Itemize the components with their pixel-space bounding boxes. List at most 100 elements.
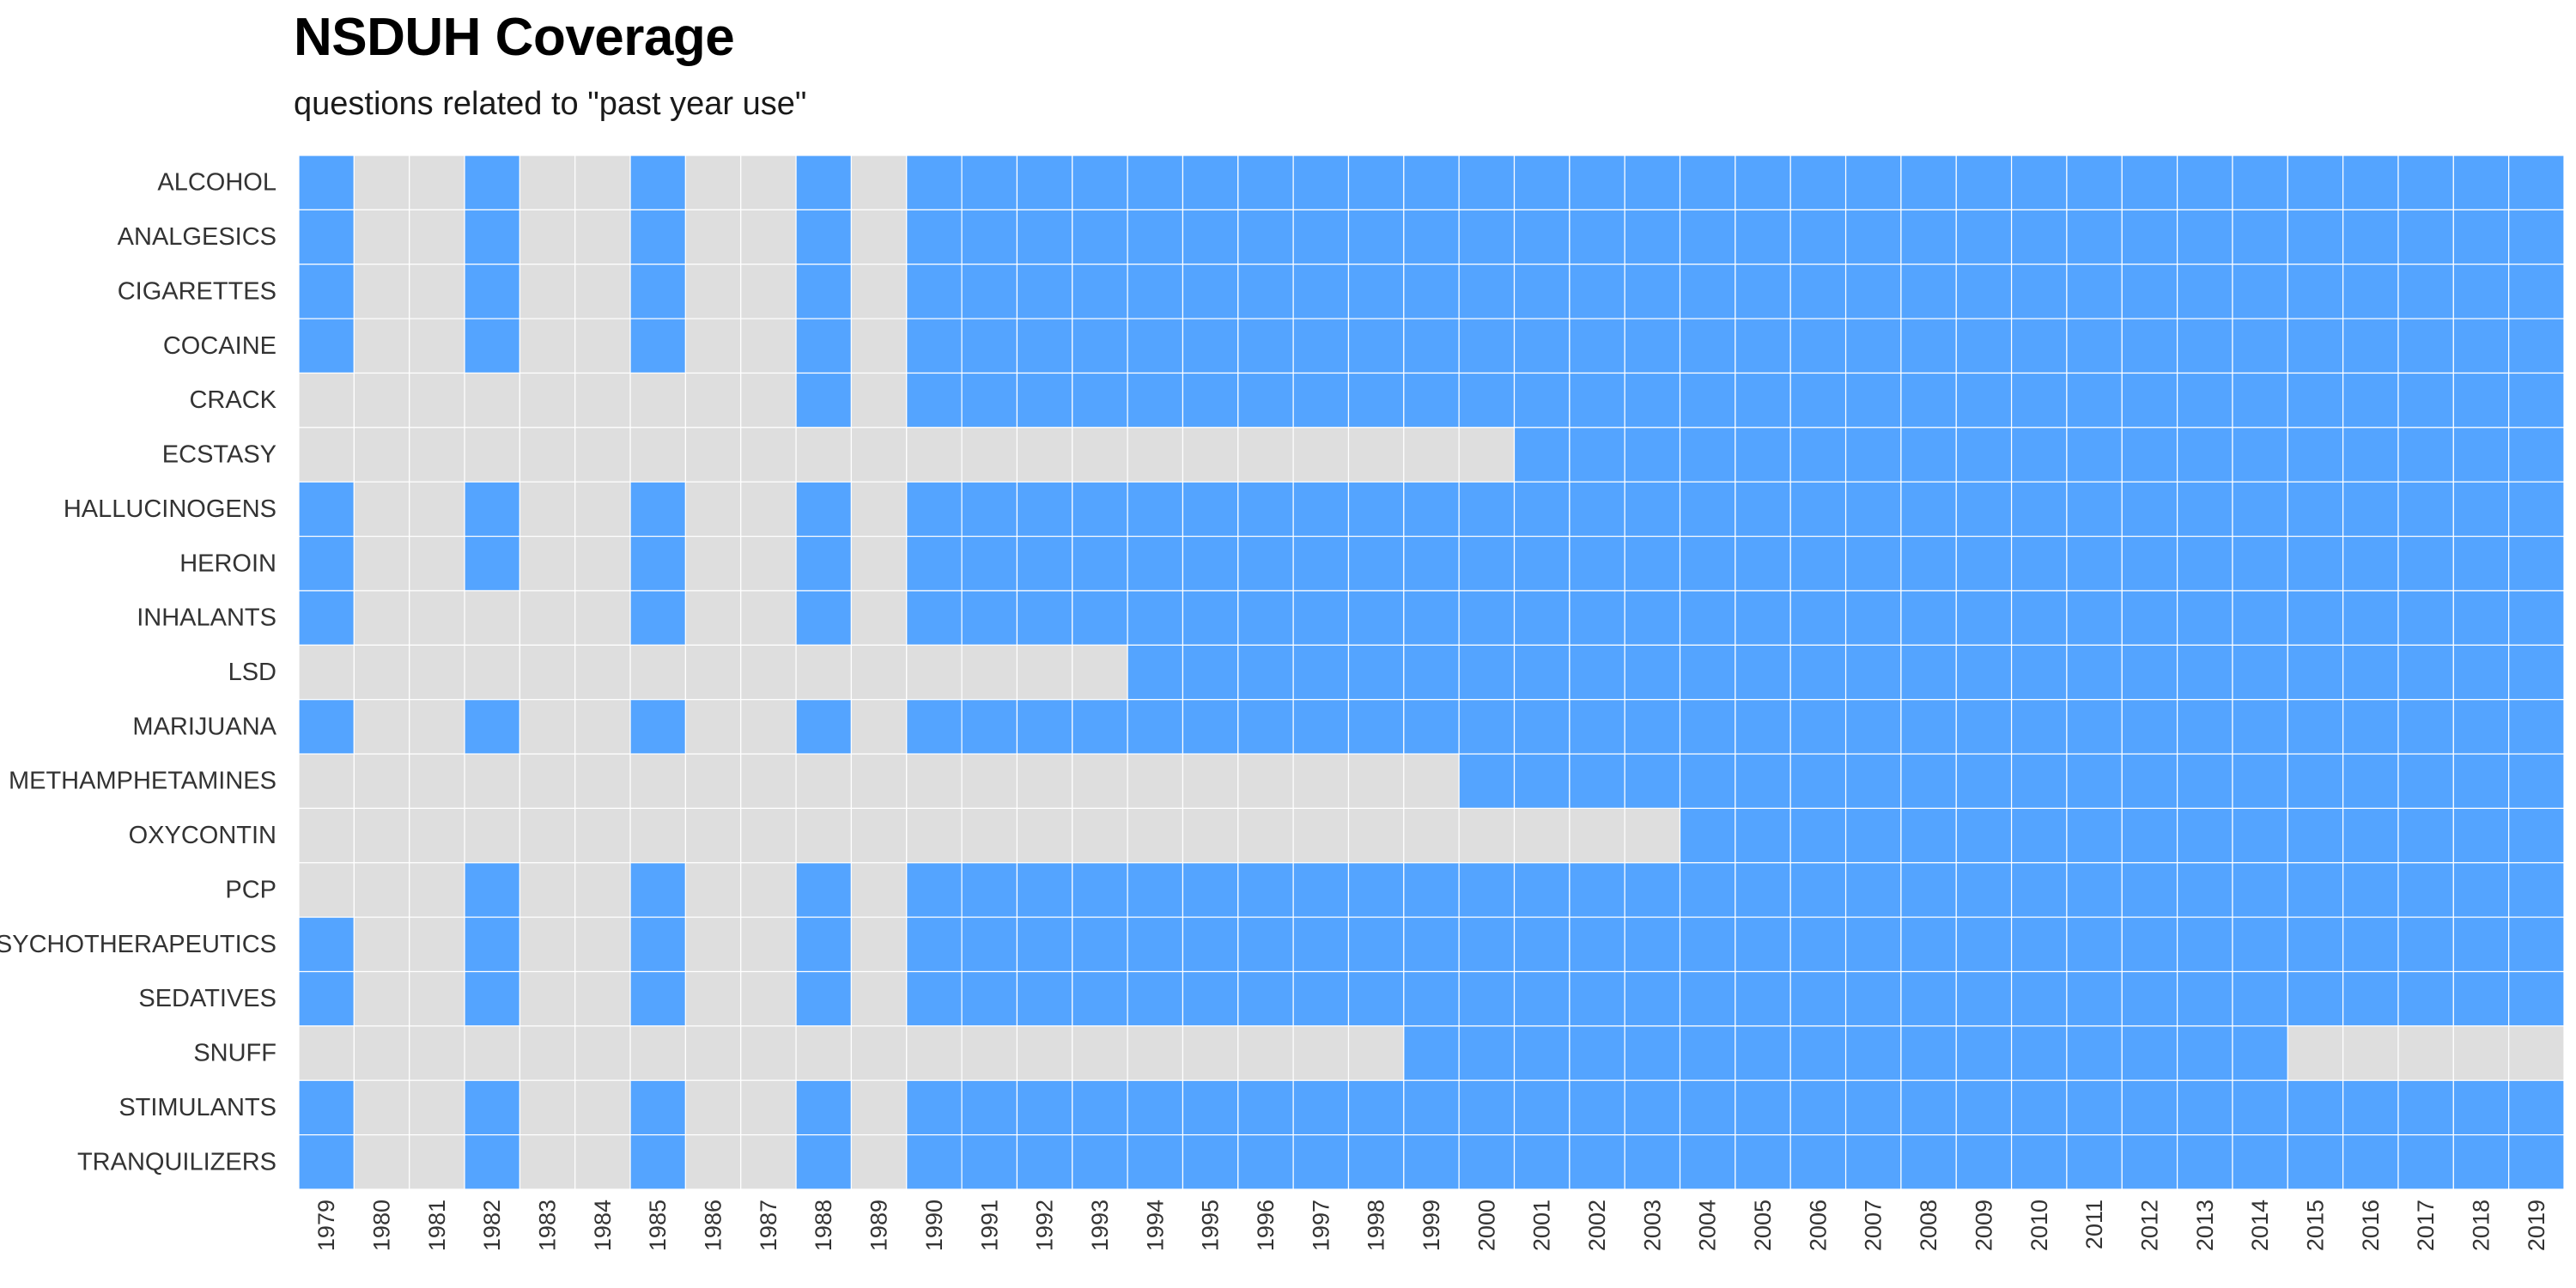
heatmap-cell-pcp-1981	[409, 862, 465, 918]
column-label: 1982	[479, 1200, 505, 1251]
heatmap-cell-pcp-2007	[1844, 862, 1902, 918]
heatmap-cell-analgesics-1983	[519, 209, 576, 265]
column-label: 2006	[1805, 1200, 1831, 1251]
heatmap-cell-pcp-1982	[464, 862, 520, 918]
heatmap-cell-marijuana-1989	[850, 699, 908, 755]
heatmap-cell-psychotherapeutics-2001	[1513, 916, 1571, 973]
column-label: 2005	[1750, 1200, 1776, 1251]
heatmap-cell-alcohol-1990	[906, 155, 963, 210]
heatmap-cell-marijuana-2017	[2397, 699, 2454, 755]
heatmap-cell-snuff-2017	[2397, 1025, 2454, 1081]
heatmap-cell-hallucinogens-2000	[1458, 481, 1516, 538]
heatmap-cell-cocaine-2016	[2342, 318, 2399, 374]
heatmap-cell-inhalants-1997	[1292, 590, 1350, 646]
heatmap-cell-sedatives-1997	[1292, 970, 1350, 1027]
heatmap-cell-tranquilizers-1991	[961, 1134, 1018, 1190]
row-label: HEROIN	[179, 550, 276, 577]
heatmap-cell-marijuana-1994	[1127, 699, 1184, 755]
heatmap-cell-sedatives-2002	[1569, 970, 1625, 1027]
heatmap-cell-pcp-2012	[2121, 862, 2178, 918]
heatmap-cell-crack-1989	[850, 372, 908, 428]
heatmap-cell-stimulants-2012	[2121, 1079, 2178, 1136]
heatmap-cell-pcp-2003	[1624, 862, 1681, 918]
heatmap-cell-psychotherapeutics-1992	[1016, 916, 1073, 973]
heatmap-cell-tranquilizers-1992	[1016, 1134, 1073, 1190]
heatmap-cell-snuff-1991	[961, 1025, 1018, 1081]
heatmap-cell-cocaine-1985	[629, 318, 686, 374]
heatmap-cell-crack-1996	[1237, 372, 1294, 428]
heatmap-cell-stimulants-2017	[2397, 1079, 2454, 1136]
heatmap-cell-oxycontin-1985	[629, 807, 686, 864]
heatmap-cell-sedatives-1994	[1127, 970, 1184, 1027]
heatmap-cell-tranquilizers-2016	[2342, 1134, 2399, 1190]
heatmap-cell-ecstasy-2000	[1458, 427, 1516, 483]
heatmap-cell-cigarettes-1994	[1127, 264, 1184, 319]
heatmap-cell-cigarettes-2004	[1679, 264, 1736, 319]
heatmap-cell-inhalants-2007	[1844, 590, 1902, 646]
heatmap-cell-crack-1984	[574, 372, 631, 428]
heatmap-cell-hallucinogens-2001	[1513, 481, 1571, 538]
heatmap-cell-alcohol-1994	[1127, 155, 1184, 210]
heatmap-cell-tranquilizers-1990	[906, 1134, 963, 1190]
heatmap-cell-ecstasy-2011	[2066, 427, 2123, 483]
heatmap-cell-lsd-1982	[464, 644, 520, 701]
heatmap-cell-psychotherapeutics-1989	[850, 916, 908, 973]
heatmap-cell-lsd-2019	[2508, 644, 2565, 701]
heatmap-cell-cigarettes-2005	[1735, 264, 1791, 319]
heatmap-cell-methamphetamines-2008	[1900, 753, 1957, 810]
column-label: 1997	[1308, 1200, 1334, 1251]
heatmap-cell-stimulants-1982	[464, 1079, 520, 1136]
heatmap-cell-crack-2006	[1789, 372, 1847, 428]
heatmap-cell-cocaine-1990	[906, 318, 963, 374]
heatmap-cell-marijuana-1985	[629, 699, 686, 755]
heatmap-cell-heroin-2013	[2177, 535, 2233, 592]
heatmap-cell-pcp-1998	[1347, 862, 1405, 918]
heatmap-cell-snuff-1992	[1016, 1025, 1073, 1081]
heatmap-cell-psychotherapeutics-2006	[1789, 916, 1847, 973]
heatmap-cell-pcp-1988	[795, 862, 853, 918]
column-label: 2003	[1639, 1200, 1665, 1251]
heatmap-cell-crack-1988	[795, 372, 853, 428]
heatmap-cell-cigarettes-1989	[850, 264, 908, 319]
heatmap-cell-inhalants-2010	[2010, 590, 2068, 646]
heatmap-cell-stimulants-1979	[298, 1079, 355, 1136]
heatmap-cell-marijuana-1997	[1292, 699, 1350, 755]
heatmap-cell-sedatives-2010	[2010, 970, 2068, 1027]
heatmap-cell-oxycontin-2002	[1569, 807, 1625, 864]
column-label: 2016	[2358, 1200, 2384, 1251]
heatmap-cell-crack-2007	[1844, 372, 1902, 428]
heatmap-cell-marijuana-1993	[1072, 699, 1128, 755]
heatmap-cell-analgesics-2004	[1679, 209, 1736, 265]
heatmap-cell-tranquilizers-2006	[1789, 1134, 1847, 1190]
heatmap-cell-lsd-1993	[1072, 644, 1128, 701]
heatmap-cell-psychotherapeutics-2013	[2177, 916, 2233, 973]
heatmap-cell-analgesics-1993	[1072, 209, 1128, 265]
heatmap-cell-tranquilizers-2004	[1679, 1134, 1736, 1190]
heatmap-cell-cocaine-2009	[1955, 318, 2013, 374]
heatmap-cell-hallucinogens-1981	[409, 481, 465, 538]
heatmap-cell-oxycontin-1990	[906, 807, 963, 864]
heatmap-cell-marijuana-1983	[519, 699, 576, 755]
heatmap-cell-psychotherapeutics-1983	[519, 916, 576, 973]
heatmap-cell-marijuana-2003	[1624, 699, 1681, 755]
heatmap-cell-marijuana-2010	[2010, 699, 2068, 755]
heatmap-cell-alcohol-2016	[2342, 155, 2399, 210]
heatmap-cell-snuff-2003	[1624, 1025, 1681, 1081]
heatmap-cell-heroin-2003	[1624, 535, 1681, 592]
heatmap-cell-pcp-2002	[1569, 862, 1625, 918]
heatmap-cell-analgesics-2016	[2342, 209, 2399, 265]
heatmap-cell-sedatives-1992	[1016, 970, 1073, 1027]
heatmap-cell-crack-2002	[1569, 372, 1625, 428]
heatmap-cell-ecstasy-1997	[1292, 427, 1350, 483]
heatmap-cell-cigarettes-2019	[2508, 264, 2565, 319]
heatmap-cell-alcohol-2018	[2452, 155, 2510, 210]
heatmap-cell-alcohol-1985	[629, 155, 686, 210]
heatmap-cell-psychotherapeutics-1980	[353, 916, 410, 973]
heatmap-cell-inhalants-1999	[1403, 590, 1460, 646]
heatmap-cell-cigarettes-2007	[1844, 264, 1902, 319]
heatmap-cell-tranquilizers-1998	[1347, 1134, 1405, 1190]
heatmap-cell-heroin-2008	[1900, 535, 1957, 592]
heatmap-cell-tranquilizers-1979	[298, 1134, 355, 1190]
heatmap-cell-tranquilizers-2015	[2287, 1134, 2344, 1190]
heatmap-cell-oxycontin-2010	[2010, 807, 2068, 864]
